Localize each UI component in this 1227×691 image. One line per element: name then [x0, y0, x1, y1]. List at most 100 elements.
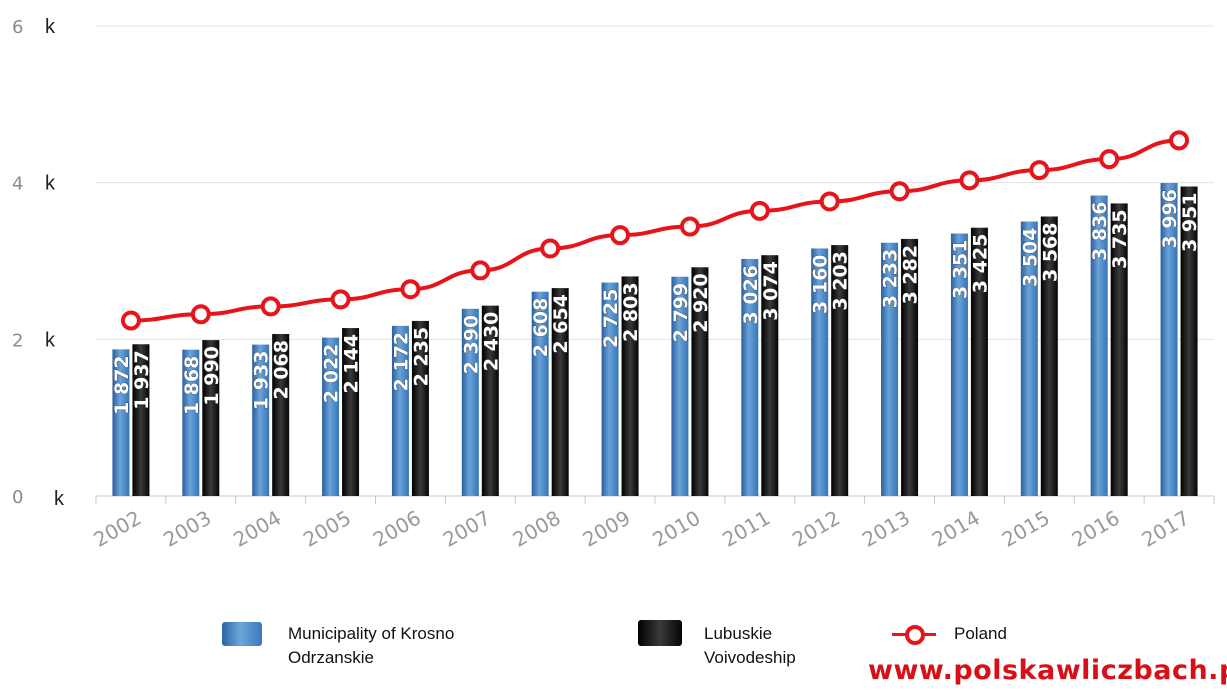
legend-label-lubuskie-line1: Lubuskie [704, 624, 773, 643]
poland-point-2010 [679, 216, 700, 237]
legend-label-lubuskie-line2: Voivodeship [704, 648, 796, 667]
bar-krosno-2017 [1160, 182, 1178, 497]
bar-krosno-2007 [461, 308, 479, 496]
x-tick-label-2013: 2013 [858, 506, 914, 552]
poland-line [130, 138, 1180, 323]
bar-krosno-2015 [1020, 221, 1038, 496]
bar-lubuskie-2002 [132, 344, 150, 496]
watermark-url: www.polskawliczbach.pl [868, 655, 1227, 686]
bar-lubuskie-2016 [1110, 203, 1128, 497]
bar-label-krosno-2003: 1 868 [181, 356, 203, 416]
bar-label-krosno-2016: 3 836 [1089, 202, 1111, 262]
bar-label-lubuskie-2013: 3 282 [900, 245, 922, 305]
bar-krosno-2013 [881, 242, 899, 496]
bar-lubuskie-2012 [831, 245, 849, 496]
legend-item-krosno[interactable]: Municipality of Krosno Odrzanskie [222, 622, 454, 670]
bar-krosno-2002 [112, 349, 130, 496]
poland-point-2002 [120, 310, 141, 331]
poland-point-2009 [610, 225, 631, 246]
bar-label-krosno-2010: 2 799 [670, 283, 692, 343]
bar-krosno-2009 [601, 282, 619, 496]
x-tick-label-2007: 2007 [439, 506, 495, 552]
poland-line-series [120, 130, 1190, 331]
x-tick-label-2002: 2002 [89, 506, 145, 552]
x-tick-label-2005: 2005 [299, 506, 355, 552]
x-tick-label-2016: 2016 [1068, 506, 1124, 552]
legend-item-lubuskie[interactable]: Lubuskie Voivodeship [638, 620, 796, 670]
legend-label-poland: Poland [954, 622, 1007, 646]
bar-label-lubuskie-2014: 3 425 [969, 234, 991, 293]
poland-point-2013 [889, 181, 910, 202]
y-tick-unit: k [54, 488, 65, 510]
bar-krosno-2008 [531, 291, 549, 496]
bar-krosno-2005 [322, 337, 340, 496]
bars [112, 182, 1198, 497]
bar-label-lubuskie-2004: 2 068 [271, 340, 293, 400]
bar-label-lubuskie-2010: 2 920 [690, 273, 712, 333]
bar-label-lubuskie-2015: 3 568 [1039, 223, 1061, 282]
bar-lubuskie-2007 [481, 305, 499, 496]
legend-swatch-krosno [222, 622, 262, 646]
legend-label-krosno: Municipality of Krosno Odrzanskie [288, 622, 454, 670]
y-tick-label: 6 [12, 17, 23, 38]
bar-krosno-2003 [182, 349, 200, 496]
bar-krosno-2011 [741, 258, 759, 496]
bar-label-lubuskie-2002: 1 937 [131, 350, 153, 410]
bar-label-krosno-2007: 2 390 [460, 315, 482, 375]
poland-point-2011 [749, 200, 770, 221]
bar-lubuskie-2013 [901, 238, 919, 496]
x-tick-label-2011: 2011 [718, 506, 774, 552]
x-tick-label-2012: 2012 [788, 506, 844, 552]
poland-point-2008 [540, 238, 561, 259]
bar-label-krosno-2017: 3 996 [1159, 189, 1181, 249]
bar-lubuskie-2014 [970, 227, 988, 497]
x-tick-label-2017: 2017 [1137, 506, 1193, 552]
poland-point-2012 [819, 191, 840, 212]
x-tick-label-2008: 2008 [509, 506, 565, 552]
y-tick-unit: k [45, 173, 56, 195]
bar-lubuskie-2008 [551, 288, 569, 496]
bar-lubuskie-2004 [272, 334, 290, 496]
bar-label-lubuskie-2012: 3 203 [830, 251, 852, 311]
legend-swatch-lubuskie [638, 620, 682, 646]
poland-point-2004 [260, 296, 281, 317]
bar-label-krosno-2006: 2 172 [390, 332, 412, 392]
bar-lubuskie-2003 [202, 340, 220, 496]
y-axis: 0 k 2 k 4 k 6 k [12, 16, 65, 510]
bar-lubuskie-2010 [691, 267, 709, 496]
x-axis: 2002 2003 2004 2005 2006 2007 2008 2009 2010 2011… [89, 496, 1215, 552]
y-tick-unit: k [45, 329, 56, 351]
legend-item-poland[interactable]: Poland [892, 622, 1007, 646]
x-tick-label-2003: 2003 [159, 506, 215, 552]
x-tick-label-2006: 2006 [369, 506, 425, 552]
y-tick-label: 4 [12, 174, 23, 195]
bar-label-lubuskie-2011: 3 074 [760, 261, 782, 321]
x-tick-label-2004: 2004 [229, 506, 285, 552]
x-tick-label-2009: 2009 [578, 506, 634, 552]
legend-label-lubuskie: Lubuskie Voivodeship [704, 622, 796, 670]
y-tick-label: 0 [12, 487, 23, 508]
poland-point-2014 [959, 170, 980, 191]
bar-label-krosno-2009: 2 725 [600, 289, 622, 349]
bar-label-lubuskie-2003: 1 990 [201, 346, 223, 406]
bar-label-lubuskie-2007: 2 430 [480, 312, 502, 372]
bar-label-lubuskie-2009: 2 803 [620, 282, 642, 342]
legend-label-poland-line1: Poland [954, 624, 1007, 643]
bar-krosno-2016 [1090, 195, 1108, 496]
bar-label-krosno-2005: 2 022 [321, 344, 343, 404]
legend-label-krosno-line1: Municipality of Krosno [288, 624, 455, 643]
legend-swatch-poland [892, 622, 936, 646]
x-tick-label-2015: 2015 [998, 506, 1054, 552]
bar-label-lubuskie-2005: 2 144 [341, 334, 363, 394]
poland-point-2005 [330, 289, 351, 310]
bar-lubuskie-2011 [761, 255, 779, 496]
x-tick-label-2014: 2014 [928, 506, 984, 552]
y-tick-label: 2 [12, 330, 23, 351]
bar-label-krosno-2002: 1 872 [111, 355, 133, 415]
x-tick-label-2010: 2010 [648, 506, 704, 552]
bar-krosno-2004 [252, 344, 270, 496]
legend-label-krosno-line2: Odrzanskie [288, 648, 374, 667]
bar-label-krosno-2012: 3 160 [810, 254, 832, 314]
